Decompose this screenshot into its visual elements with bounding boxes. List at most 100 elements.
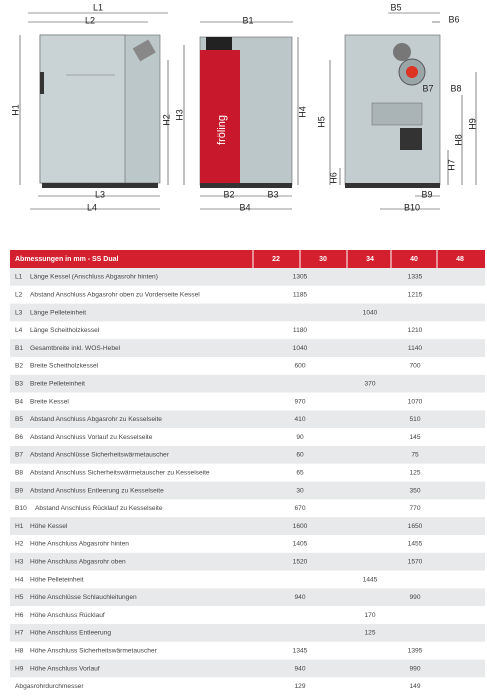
- row-value: 149: [409, 683, 420, 690]
- dimension-labels: L1 L2 H1 H2 H3 L3 L4 B1 H4 B2 B3 B4 B5 B6 B7 B8 H5 H6 H7 H8…: [10, 2, 477, 212]
- row-label: Höhe Anschluss Sicherheitswärmetauscher: [30, 647, 158, 654]
- row-code: H7: [15, 630, 24, 637]
- dimension-label: H3: [174, 109, 184, 121]
- row-code: H5: [15, 594, 24, 601]
- dimension-label: L1: [93, 2, 103, 12]
- row-value: 170: [364, 612, 375, 619]
- row-label: Abstand Anschluss Sicherheitswärmetausch…: [30, 469, 210, 476]
- row-value: 940: [294, 594, 305, 601]
- table-row-bg: [10, 357, 485, 375]
- row-value: 670: [294, 505, 305, 512]
- table-row-bg: [10, 374, 485, 393]
- row-value: 1650: [408, 523, 423, 530]
- dimension-label: B6: [448, 14, 459, 24]
- row-code: H6: [15, 612, 24, 619]
- row-value: 940: [294, 665, 305, 672]
- row-label: Abstand Anschluss Vorlauf zu Kesselseite: [30, 434, 153, 441]
- dimension-label: H8: [453, 134, 463, 146]
- row-label: Abstand Anschluss Rücklauf zu Kesselseit…: [35, 505, 163, 512]
- dimension-label: H7: [446, 159, 456, 171]
- side-view: [19, 12, 185, 210]
- row-value: 60: [296, 452, 304, 459]
- row-value: 1040: [293, 345, 308, 352]
- row-code: B1: [15, 345, 23, 352]
- row-label: Höhe Anschluss Abgasrohr hinten: [30, 541, 129, 548]
- dimension-label: L2: [85, 15, 95, 25]
- row-code: B7: [15, 452, 23, 459]
- row-value: 1570: [408, 558, 423, 565]
- row-value: 129: [294, 683, 305, 690]
- row-code: L1: [15, 274, 23, 281]
- dimension-table: Abmessungen in mm - SS Dual 22 30 34 40 48 L1 L…: [10, 250, 485, 696]
- row-code: H2: [15, 541, 24, 548]
- table-row-bg: [10, 428, 485, 446]
- dimension-label: B5: [390, 2, 401, 12]
- row-value: 700: [409, 363, 420, 370]
- row-code: B2: [15, 363, 23, 370]
- dimension-label: H9: [467, 118, 477, 130]
- row-label: Länge Scheitholzkessel: [30, 327, 100, 334]
- row-value: 350: [409, 487, 420, 494]
- row-value: 1455: [408, 541, 423, 548]
- row-code: L3: [15, 309, 23, 316]
- dimension-label: B7: [422, 83, 433, 93]
- table-row-bg: [10, 303, 485, 322]
- row-value: 90: [296, 434, 304, 441]
- row-label: Höhe Anschluss Entleerung: [30, 630, 111, 637]
- table-row-bg: [10, 535, 485, 553]
- table-row-bg: [10, 606, 485, 624]
- table-header-title: Abmessungen in mm - SS Dual: [15, 256, 119, 263]
- row-code: B6: [15, 434, 23, 441]
- table-row-bg: [10, 588, 485, 607]
- dimension-label: B3: [267, 189, 278, 199]
- dimension-label: B4: [239, 202, 250, 212]
- table-row-bg: [10, 339, 485, 357]
- row-label: Höhe Anschlüsse Schlauchleitungen: [30, 594, 137, 601]
- row-value: 1405: [293, 541, 308, 548]
- dimension-label: H6: [328, 172, 338, 184]
- row-value: 145: [409, 434, 420, 441]
- row-label: Abstand Anschluss Abgasrohr zu Kesselsei…: [30, 416, 162, 423]
- dimension-label: H2: [161, 114, 171, 126]
- back-view: [329, 12, 477, 210]
- row-value: 1215: [408, 291, 423, 298]
- row-label: Länge Pelleteinheit: [30, 309, 86, 316]
- row-value: 600: [294, 363, 305, 370]
- row-label: Breite Scheitholzkessel: [30, 363, 99, 370]
- table-row-bg: [10, 463, 485, 482]
- row-value: 125: [364, 630, 375, 637]
- table-row-bg: [10, 392, 485, 411]
- row-value: 1345: [293, 647, 308, 654]
- column-header: 40: [410, 256, 418, 263]
- column-header: 22: [272, 256, 280, 263]
- row-value: 1180: [293, 327, 308, 334]
- row-code: H1: [15, 523, 24, 530]
- table-row-bg: [10, 552, 485, 571]
- row-value: 1140: [408, 345, 423, 352]
- table-row-bg: [10, 321, 485, 340]
- row-code: L2: [15, 291, 23, 298]
- dimension-label: L3: [95, 189, 105, 199]
- dimension-label: H1: [10, 104, 20, 116]
- row-label: Höhe Anschluss Rücklauf: [30, 612, 105, 619]
- row-code: B9: [15, 487, 23, 494]
- row-label: Breite Kessel: [30, 398, 69, 405]
- table-row-bg: [10, 268, 485, 286]
- column-header: 30: [319, 256, 327, 263]
- table-row-bg: [10, 677, 485, 696]
- dimension-label: B2: [223, 189, 234, 199]
- row-code: H9: [15, 665, 24, 672]
- dimension-label: H4: [297, 106, 307, 118]
- row-label: Länge Kessel (Anschluss Abgasrohr hinten…: [30, 274, 158, 281]
- row-code: L4: [15, 327, 23, 334]
- row-code: B8: [15, 469, 23, 476]
- dimension-label: B1: [242, 15, 253, 25]
- row-value: 990: [409, 665, 420, 672]
- row-label: Abstand Anschlüsse Sicherheitswärmetausc…: [30, 452, 170, 459]
- row-label: Abstand Anschluss Entleerung zu Kesselse…: [30, 487, 164, 494]
- row-code: B5: [15, 416, 23, 423]
- dimension-label: B10: [404, 202, 420, 212]
- table-row-bg: [10, 624, 485, 642]
- row-value: 1070: [408, 398, 423, 405]
